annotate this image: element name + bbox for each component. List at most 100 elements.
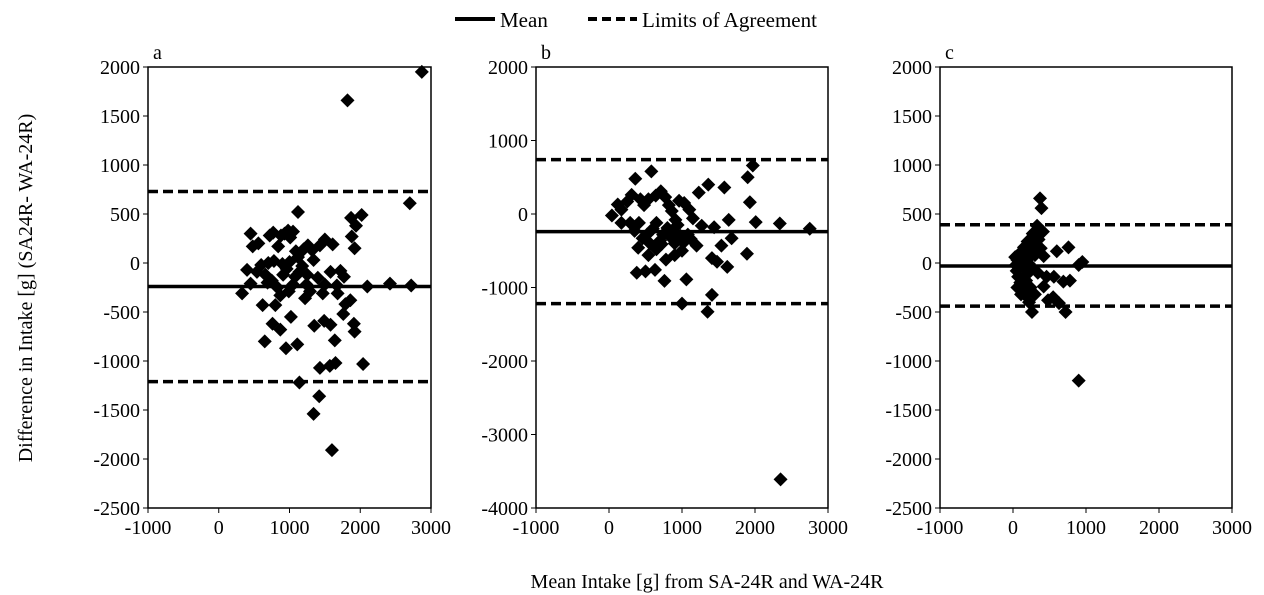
data-point <box>330 286 345 301</box>
legend-mean-label: Mean <box>500 8 548 32</box>
data-point <box>675 296 689 311</box>
x-tick-label: 1000 <box>662 517 702 539</box>
data-point <box>312 360 327 375</box>
data-point <box>404 278 419 293</box>
data-point <box>739 246 754 261</box>
data-point <box>679 272 694 287</box>
data-point <box>1058 305 1073 319</box>
data-point <box>629 265 644 280</box>
data-point <box>336 306 351 321</box>
data-point <box>773 472 788 487</box>
data-point <box>1034 201 1049 216</box>
y-tick-label: -3000 <box>481 425 528 447</box>
data-point <box>707 220 722 235</box>
data-point <box>312 389 327 404</box>
y-tick-label: -500 <box>895 302 932 324</box>
data-point <box>642 236 657 251</box>
data-point <box>1071 373 1086 388</box>
data-point <box>670 218 685 233</box>
x-tick-label: 3000 <box>808 517 848 539</box>
data-point <box>657 273 672 288</box>
data-point <box>691 185 706 200</box>
x-tick-label: 2000 <box>340 517 380 539</box>
x-tick-label: 0 <box>214 517 224 539</box>
data-point <box>327 333 342 348</box>
data-point <box>307 318 322 333</box>
x-tick-label: 0 <box>1008 517 1018 539</box>
y-tick-label: 0 <box>130 253 140 275</box>
data-point <box>323 317 338 332</box>
y-tick-label: -1000 <box>93 351 140 373</box>
plot-frame <box>535 66 829 509</box>
y-axis-label: Difference in Intake [g] (SA24R- WA-24R) <box>15 114 37 463</box>
data-point <box>1049 244 1064 259</box>
y-tick-label: 0 <box>518 204 528 226</box>
data-point <box>675 243 689 258</box>
x-tick-label: 3000 <box>411 517 451 539</box>
data-point <box>292 375 307 390</box>
data-point <box>340 93 355 108</box>
data-point <box>714 238 729 253</box>
data-point <box>720 259 735 274</box>
data-point <box>300 267 315 282</box>
data-point <box>654 237 669 252</box>
data-point <box>748 215 763 230</box>
plot-frame <box>939 66 1233 509</box>
data-point <box>745 158 760 173</box>
data-point <box>638 264 653 279</box>
data-point <box>347 324 362 339</box>
y-tick-label: -1000 <box>481 278 528 300</box>
legend: Mean Limits of Agreement <box>455 8 817 32</box>
data-point <box>306 253 321 268</box>
y-tick-label: 1000 <box>488 131 528 153</box>
data-point <box>710 254 725 269</box>
y-tick-label: 1500 <box>100 106 140 128</box>
data-point <box>631 240 646 255</box>
y-tick-label: 1000 <box>100 155 140 177</box>
legend-loa-label: Limits of Agreement <box>642 8 817 32</box>
data-point <box>255 298 270 313</box>
data-point <box>382 276 397 291</box>
y-tick-label: -2000 <box>481 351 528 373</box>
data-point <box>349 218 364 233</box>
x-tick-label: 0 <box>604 517 614 539</box>
data-point <box>290 337 305 352</box>
y-tick-label: 1500 <box>892 106 932 128</box>
data-point <box>1046 269 1061 284</box>
data-point <box>683 231 698 246</box>
data-point <box>356 356 371 371</box>
data-point <box>303 284 318 299</box>
data-point <box>1056 274 1071 289</box>
x-axis-label: Mean Intake [g] from SA-24R and WA-24R <box>531 571 885 593</box>
x-tick-label: -1000 <box>917 517 964 539</box>
data-point <box>1010 280 1025 295</box>
data-point <box>1022 256 1037 271</box>
data-point <box>700 304 715 319</box>
data-point <box>1036 249 1051 264</box>
data-point <box>717 180 732 195</box>
data-point <box>278 341 293 356</box>
data-point <box>1019 273 1034 288</box>
data-point <box>701 177 716 192</box>
data-point <box>1033 191 1048 206</box>
x-tick-label: 1000 <box>270 517 310 539</box>
x-tick-label: -1000 <box>513 517 560 539</box>
data-point <box>802 221 817 236</box>
x-tick-label: 2000 <box>1139 517 1179 539</box>
data-point <box>647 262 662 277</box>
panel-label: a <box>153 42 162 64</box>
panel-a: -2500 -2000 -1500 -1000 -500 0 500 1000 1500 2000… <box>93 42 451 539</box>
y-tick-label: 500 <box>902 204 932 226</box>
x-tick-label: -1000 <box>125 517 172 539</box>
y-tick-label: -2000 <box>885 449 932 471</box>
data-point <box>628 171 643 186</box>
data-point <box>742 195 757 210</box>
data-point <box>328 355 343 370</box>
y-tick-label: -2000 <box>93 449 140 471</box>
data-point <box>1013 259 1028 274</box>
data-point <box>273 322 288 337</box>
y-tick-label: 1000 <box>892 155 932 177</box>
data-point <box>306 406 321 421</box>
data-point <box>347 241 362 256</box>
panel-c: -2500 -2000 -1500 -1000 -500 0 500 1000 1500 2000… <box>885 42 1252 539</box>
